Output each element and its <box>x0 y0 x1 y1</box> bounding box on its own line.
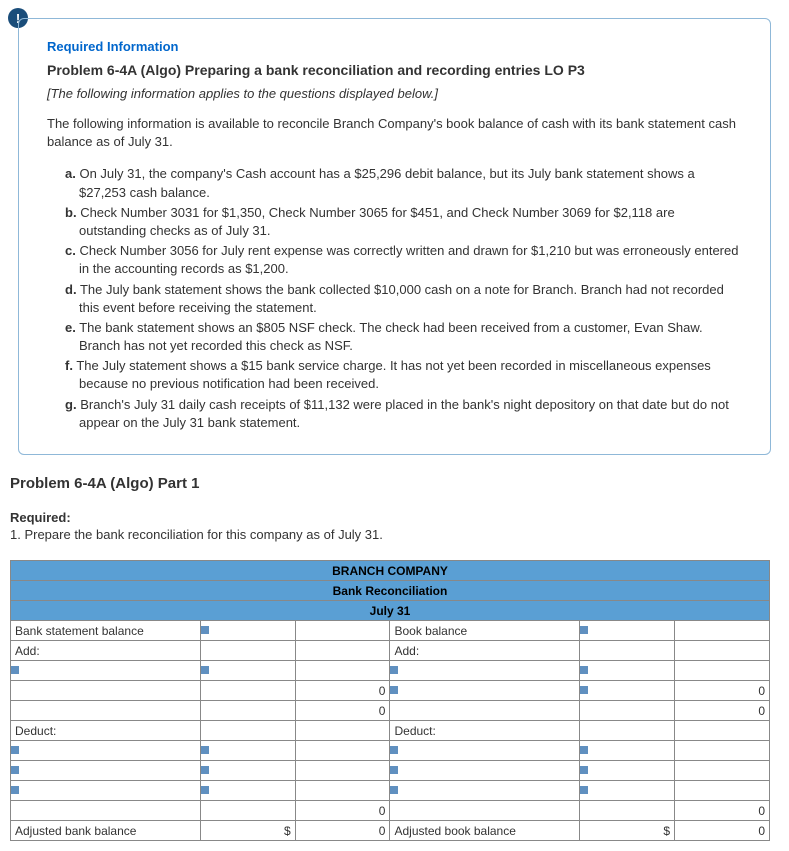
spacer-cell <box>11 801 201 821</box>
spacer-cell <box>390 801 580 821</box>
spacer-cell <box>295 641 390 661</box>
reconciliation-table: BRANCH COMPANY Bank Reconciliation July … <box>10 560 770 841</box>
list-item: c. Check Number 3056 for July rent expen… <box>65 242 742 278</box>
list-item: g. Branch's July 31 daily cash receipts … <box>65 396 742 432</box>
adjusted-book-balance-label: Adjusted book balance <box>390 821 580 841</box>
required-label: Required: <box>10 510 779 525</box>
table-header-company: BRANCH COMPANY <box>11 561 770 581</box>
bank-add-total: 0 <box>295 701 390 721</box>
book-deduct-subtotal: 0 <box>675 801 770 821</box>
list-item: a. On July 31, the company's Cash accoun… <box>65 165 742 201</box>
book-deduct-label: Deduct: <box>390 721 580 741</box>
book-add-total: 0 <box>675 701 770 721</box>
list-item: d. The July bank statement shows the ban… <box>65 281 742 317</box>
input-cell[interactable] <box>390 781 580 801</box>
currency-symbol: $ <box>200 821 295 841</box>
intro-text: The following information is available t… <box>47 115 742 151</box>
required-info-heading: Required Information <box>47 39 742 54</box>
problem-title: Problem 6-4A (Algo) Preparing a bank rec… <box>47 62 742 78</box>
spacer-cell <box>200 721 295 741</box>
spacer-cell <box>580 721 675 741</box>
input-cell[interactable] <box>200 761 295 781</box>
spacer-cell <box>200 701 295 721</box>
spacer-cell <box>675 761 770 781</box>
input-cell[interactable] <box>580 661 675 681</box>
spacer-cell <box>295 621 390 641</box>
spacer-cell <box>675 721 770 741</box>
input-cell[interactable] <box>11 741 201 761</box>
spacer-cell <box>200 641 295 661</box>
book-add-subtotal: 0 <box>675 681 770 701</box>
book-balance-label: Book balance <box>390 621 580 641</box>
spacer-cell <box>295 741 390 761</box>
spacer-cell <box>580 801 675 821</box>
spacer-cell <box>295 781 390 801</box>
italic-note: [The following information applies to th… <box>47 86 742 101</box>
adjusted-bank-balance-value: 0 <box>295 821 390 841</box>
required-info-box: Required Information Problem 6-4A (Algo)… <box>18 18 771 455</box>
spacer-cell <box>580 641 675 661</box>
input-cell[interactable] <box>580 741 675 761</box>
input-cell[interactable] <box>200 781 295 801</box>
bank-deduct-label: Deduct: <box>11 721 201 741</box>
input-cell[interactable] <box>11 661 201 681</box>
info-list: a. On July 31, the company's Cash accoun… <box>47 165 742 432</box>
spacer-cell <box>295 721 390 741</box>
spacer-cell <box>11 681 201 701</box>
adjusted-bank-balance-label: Adjusted bank balance <box>11 821 201 841</box>
spacer-cell <box>675 781 770 801</box>
bank-add-subtotal: 0 <box>295 681 390 701</box>
part-title: Problem 6-4A (Algo) Part 1 <box>10 475 779 492</box>
input-cell[interactable] <box>11 781 201 801</box>
input-cell[interactable] <box>390 741 580 761</box>
spacer-cell <box>390 701 580 721</box>
spacer-cell <box>295 761 390 781</box>
input-cell[interactable] <box>580 621 675 641</box>
bank-deduct-subtotal: 0 <box>295 801 390 821</box>
input-cell[interactable] <box>200 661 295 681</box>
list-item: b. Check Number 3031 for $1,350, Check N… <box>65 204 742 240</box>
input-cell[interactable] <box>580 781 675 801</box>
spacer-cell <box>675 621 770 641</box>
table-header-date: July 31 <box>11 601 770 621</box>
currency-symbol: $ <box>580 821 675 841</box>
input-cell[interactable] <box>390 661 580 681</box>
spacer-cell <box>200 681 295 701</box>
table-header-title: Bank Reconciliation <box>11 581 770 601</box>
spacer-cell <box>675 641 770 661</box>
list-item: e. The bank statement shows an $805 NSF … <box>65 319 742 355</box>
input-cell[interactable] <box>390 681 580 701</box>
spacer-cell <box>580 701 675 721</box>
adjusted-book-balance-value: 0 <box>675 821 770 841</box>
input-cell[interactable] <box>580 761 675 781</box>
list-item: f. The July statement shows a $15 bank s… <box>65 357 742 393</box>
input-cell[interactable] <box>580 681 675 701</box>
spacer-cell <box>675 741 770 761</box>
input-cell[interactable] <box>11 761 201 781</box>
book-add-label: Add: <box>390 641 580 661</box>
spacer-cell <box>200 801 295 821</box>
required-text: 1. Prepare the bank reconciliation for t… <box>10 527 779 542</box>
input-cell[interactable] <box>390 761 580 781</box>
spacer-cell <box>675 661 770 681</box>
bank-add-label: Add: <box>11 641 201 661</box>
spacer-cell <box>295 661 390 681</box>
spacer-cell <box>11 701 201 721</box>
bank-statement-balance-label: Bank statement balance <box>11 621 201 641</box>
input-cell[interactable] <box>200 621 295 641</box>
input-cell[interactable] <box>200 741 295 761</box>
